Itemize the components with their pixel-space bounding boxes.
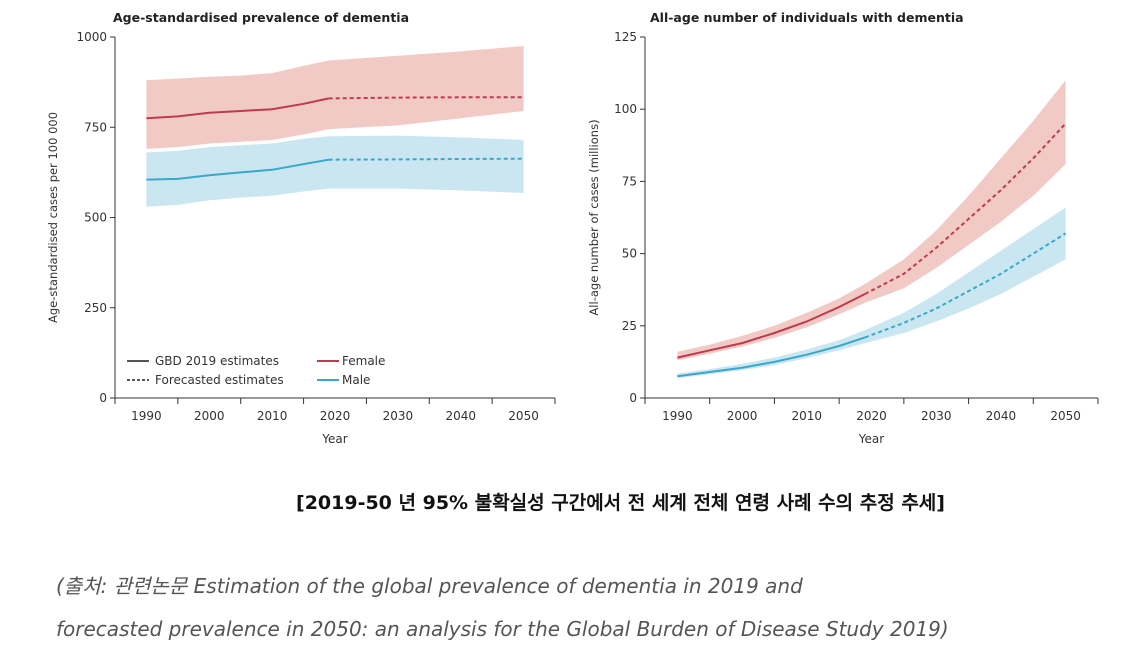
x-tick-label: 2010 <box>257 409 288 423</box>
x-tick-label: 2050 <box>508 409 539 423</box>
x-tick-label: 2000 <box>194 409 225 423</box>
chart-legend: GBD 2019 estimates Forecasted estimates Fe… <box>127 354 385 387</box>
prevalence-chart: Age-standardised prevalence of dementia 0… <box>46 10 556 446</box>
x-tick-label: 2040 <box>445 409 476 423</box>
charts-canvas: Age-standardised prevalence of dementia 0… <box>46 10 1099 446</box>
y-tick-label: 250 <box>84 301 107 315</box>
legend-label: Forecasted estimates <box>155 373 284 387</box>
forecast-line-female <box>864 122 1067 295</box>
estimate-line-male <box>146 158 329 181</box>
x-tick-label: 1990 <box>131 409 162 423</box>
y-tick-label: 1000 <box>76 30 107 44</box>
y-axis-label: Age-standardised cases per 100 000 <box>46 112 60 323</box>
x-axis-label: Year <box>858 432 884 446</box>
x-tick-label: 2030 <box>383 409 414 423</box>
y-tick-label: 75 <box>622 174 637 188</box>
uncertainty-band-female <box>677 80 1066 361</box>
uncertainty-band-male <box>677 207 1066 379</box>
uncertainty-band-male <box>146 135 524 207</box>
y-tick-label: 25 <box>622 319 637 333</box>
uncertainty-band-female <box>146 46 524 149</box>
y-tick-label: 50 <box>622 247 637 261</box>
y-tick-label: 500 <box>84 211 107 225</box>
x-tick-label: 2020 <box>856 409 887 423</box>
y-tick-label: 125 <box>614 30 637 44</box>
estimate-line-male <box>677 336 866 378</box>
x-tick-label: 2040 <box>986 409 1017 423</box>
y-tick-label: 0 <box>629 391 637 405</box>
y-axis-label: All-age number of cases (millions) <box>587 119 601 315</box>
x-tick-label: 2020 <box>320 409 351 423</box>
y-tick-label: 100 <box>614 102 637 116</box>
y-tick-label: 0 <box>99 391 107 405</box>
estimate-line-female <box>677 293 866 359</box>
x-tick-label: 2010 <box>792 409 823 423</box>
estimate-line-female <box>146 97 329 120</box>
x-axis-label: Year <box>321 432 347 446</box>
forecast-line-male <box>864 232 1067 339</box>
legend-label: Male <box>342 373 370 387</box>
legend-label: Female <box>342 354 385 368</box>
chart-title: Age-standardised prevalence of dementia <box>113 10 409 25</box>
forecast-line-male <box>328 157 524 161</box>
chart-title: All-age number of individuals with demen… <box>650 10 964 25</box>
source-citation-line-2: forecasted prevalence in 2050: an analys… <box>56 617 949 641</box>
source-citation-line-1: (출처: 관련논문 Estimation of the global preva… <box>56 574 803 598</box>
count-chart: All-age number of individuals with demen… <box>587 10 1099 446</box>
x-tick-label: 2000 <box>727 409 758 423</box>
forecast-line-female <box>328 96 524 100</box>
legend-label: GBD 2019 estimates <box>155 354 279 368</box>
x-tick-label: 2050 <box>1050 409 1081 423</box>
y-tick-label: 750 <box>84 120 107 134</box>
figure-caption: [2019-50 년 95% 불확실성 구간에서 전 세계 전체 연령 사례 수… <box>296 492 945 514</box>
x-tick-label: 1990 <box>662 409 693 423</box>
x-tick-label: 2030 <box>921 409 952 423</box>
